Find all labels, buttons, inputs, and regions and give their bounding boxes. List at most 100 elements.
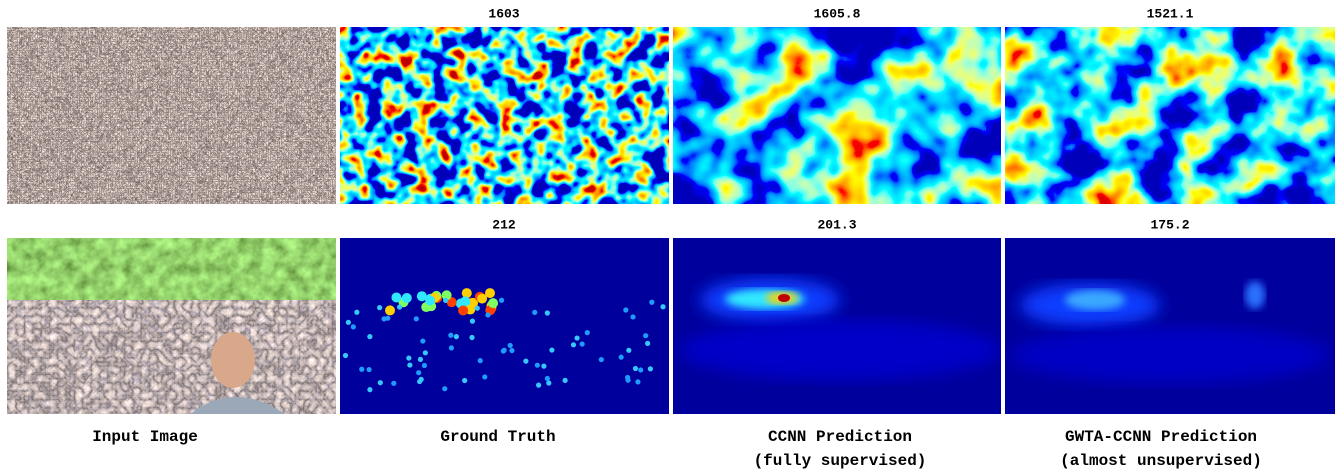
heat-dot xyxy=(406,355,412,361)
heat-dot xyxy=(498,297,505,303)
heat-dot xyxy=(534,362,540,368)
heat-dot xyxy=(500,348,506,354)
heat-dot xyxy=(417,356,424,362)
heat-dot xyxy=(474,305,480,311)
heat-dot xyxy=(458,305,469,316)
heat-dot xyxy=(544,310,550,316)
heat-dot xyxy=(632,365,639,372)
heat-dot xyxy=(407,362,413,368)
heat-dot xyxy=(541,363,547,369)
heat-dot xyxy=(562,377,568,383)
caption: Ground Truth xyxy=(440,428,555,446)
heat-dot xyxy=(366,366,372,373)
caption: (fully supervised) xyxy=(754,452,927,470)
heat-dot xyxy=(441,290,452,301)
input-image xyxy=(7,27,336,204)
density-blobs xyxy=(342,288,666,393)
heat-dot xyxy=(635,379,641,385)
heat-dot xyxy=(461,288,472,299)
heat-dot xyxy=(660,304,666,310)
heat-dot xyxy=(532,309,538,316)
heat-dot xyxy=(401,292,412,303)
heat-dot xyxy=(354,309,360,315)
caption: GWTA-CCNN Prediction xyxy=(1065,428,1257,446)
heat-dot xyxy=(462,377,468,384)
heat-dot xyxy=(523,358,529,364)
heat-dot xyxy=(448,332,454,338)
heat-dot xyxy=(509,347,515,354)
heat-dot xyxy=(385,305,396,316)
heat-dot xyxy=(626,347,632,353)
heat-dot xyxy=(507,342,513,349)
heat-dot xyxy=(484,288,495,299)
heat-dot xyxy=(342,352,349,359)
heat-dot xyxy=(420,338,426,344)
heat-dot xyxy=(453,334,459,340)
heat-dot xyxy=(381,316,387,322)
caption: Input Image xyxy=(92,428,198,446)
input-image xyxy=(7,238,336,414)
blob xyxy=(1245,281,1265,309)
heat-dot xyxy=(643,333,649,339)
heat-dot xyxy=(367,387,373,393)
heat-dot xyxy=(446,297,457,308)
caption: (almost unsupervised) xyxy=(1060,452,1262,470)
heat-dot xyxy=(367,334,373,340)
heat-dot xyxy=(469,318,476,324)
density-blobs xyxy=(1010,281,1330,383)
density-blobs xyxy=(680,278,1000,380)
heat-dot xyxy=(623,307,629,313)
heat-dot xyxy=(416,291,427,302)
heat-dot xyxy=(418,376,424,382)
heat-dot xyxy=(442,386,448,392)
count: 1603 xyxy=(488,6,519,21)
heat-dot xyxy=(630,314,636,320)
crowd xyxy=(7,300,336,414)
heat-dot xyxy=(488,298,499,309)
heat-dot xyxy=(413,316,419,322)
density-map xyxy=(1005,238,1335,414)
blob xyxy=(680,320,1000,380)
heat-dot xyxy=(359,366,365,372)
heat-dot xyxy=(396,304,403,310)
heat-dot xyxy=(448,345,455,351)
density-map xyxy=(340,27,669,204)
caption: CCNN Prediction xyxy=(768,428,912,446)
count: 175.2 xyxy=(1150,217,1189,232)
heat-dot xyxy=(546,380,552,386)
heat-dot xyxy=(477,293,488,304)
heat-dot xyxy=(377,380,383,386)
heat-dot xyxy=(345,319,351,325)
heat-dot xyxy=(416,370,422,376)
heat-dot xyxy=(618,354,624,360)
count: 1605.8 xyxy=(814,6,861,21)
heat-dot xyxy=(570,342,577,348)
heat-dot xyxy=(598,356,604,363)
heat-dot xyxy=(638,367,644,373)
count: 1521.1 xyxy=(1147,6,1194,21)
heat-dot xyxy=(579,341,585,347)
count: 201.3 xyxy=(817,217,856,232)
heat-dot xyxy=(649,299,655,305)
heat-dot xyxy=(625,374,631,381)
heat-dot xyxy=(443,297,449,303)
heat-dot xyxy=(469,334,475,341)
heat-dot xyxy=(425,295,436,306)
heat-dot xyxy=(391,292,402,303)
heat-dot xyxy=(536,382,542,388)
heat-dot xyxy=(485,312,491,318)
heat-dot xyxy=(549,347,555,353)
heat-dot xyxy=(574,335,580,341)
heat-dot xyxy=(482,374,488,380)
blob xyxy=(1065,290,1125,310)
density-map xyxy=(1005,27,1335,204)
heat-dot xyxy=(391,380,397,386)
density-map xyxy=(673,27,1001,204)
shirt xyxy=(190,397,285,414)
face xyxy=(211,332,255,388)
count: 212 xyxy=(492,217,516,232)
heat-dot xyxy=(377,305,383,311)
blob xyxy=(1010,327,1330,383)
